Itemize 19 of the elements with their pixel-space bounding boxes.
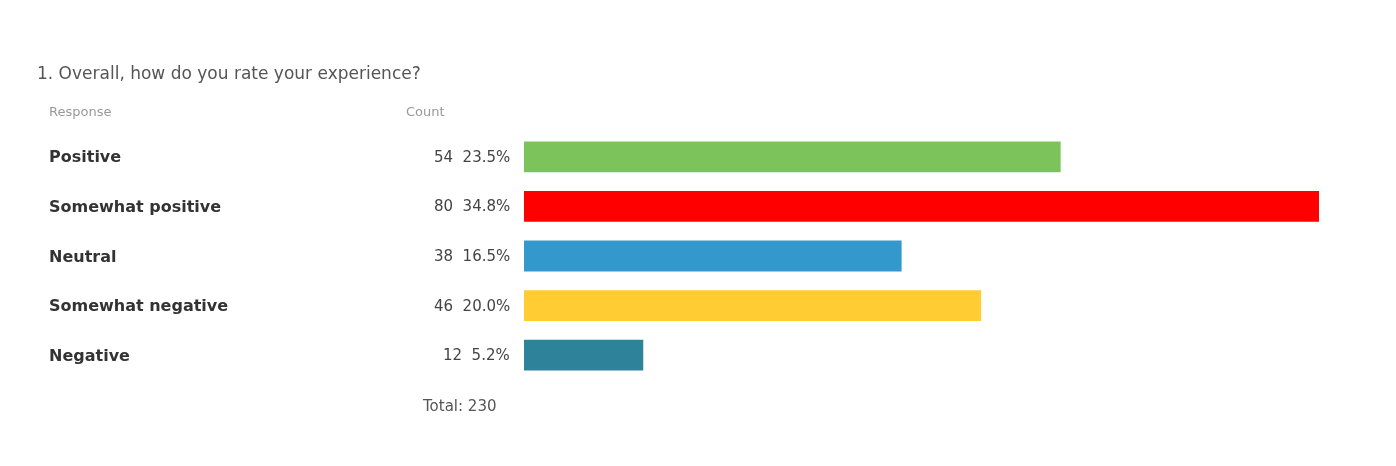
bar [524,191,1319,222]
text: Total: 230 [422,397,497,415]
data-label: 80 34.8% [434,197,511,215]
data-label: 38 16.5% [434,247,511,265]
text: 1. Overall, how do you rate your experience? [37,62,421,83]
y-tick-label: Neutral [49,247,117,266]
bar [524,141,1061,173]
data-label: 46 20.0% [434,297,511,315]
bar [524,240,902,272]
y-tick-label: Negative [49,346,131,365]
data-label: 12 5.2% [443,346,510,364]
text: Response [49,104,112,119]
y-tick-label: Positive [49,147,122,166]
bar [524,290,982,321]
text: Count [406,104,445,119]
bar [524,339,644,371]
y-tick-label: Somewhat positive [49,197,222,216]
y-tick-label: Somewhat negative [49,296,229,315]
data-label: 54 23.5% [434,148,511,166]
